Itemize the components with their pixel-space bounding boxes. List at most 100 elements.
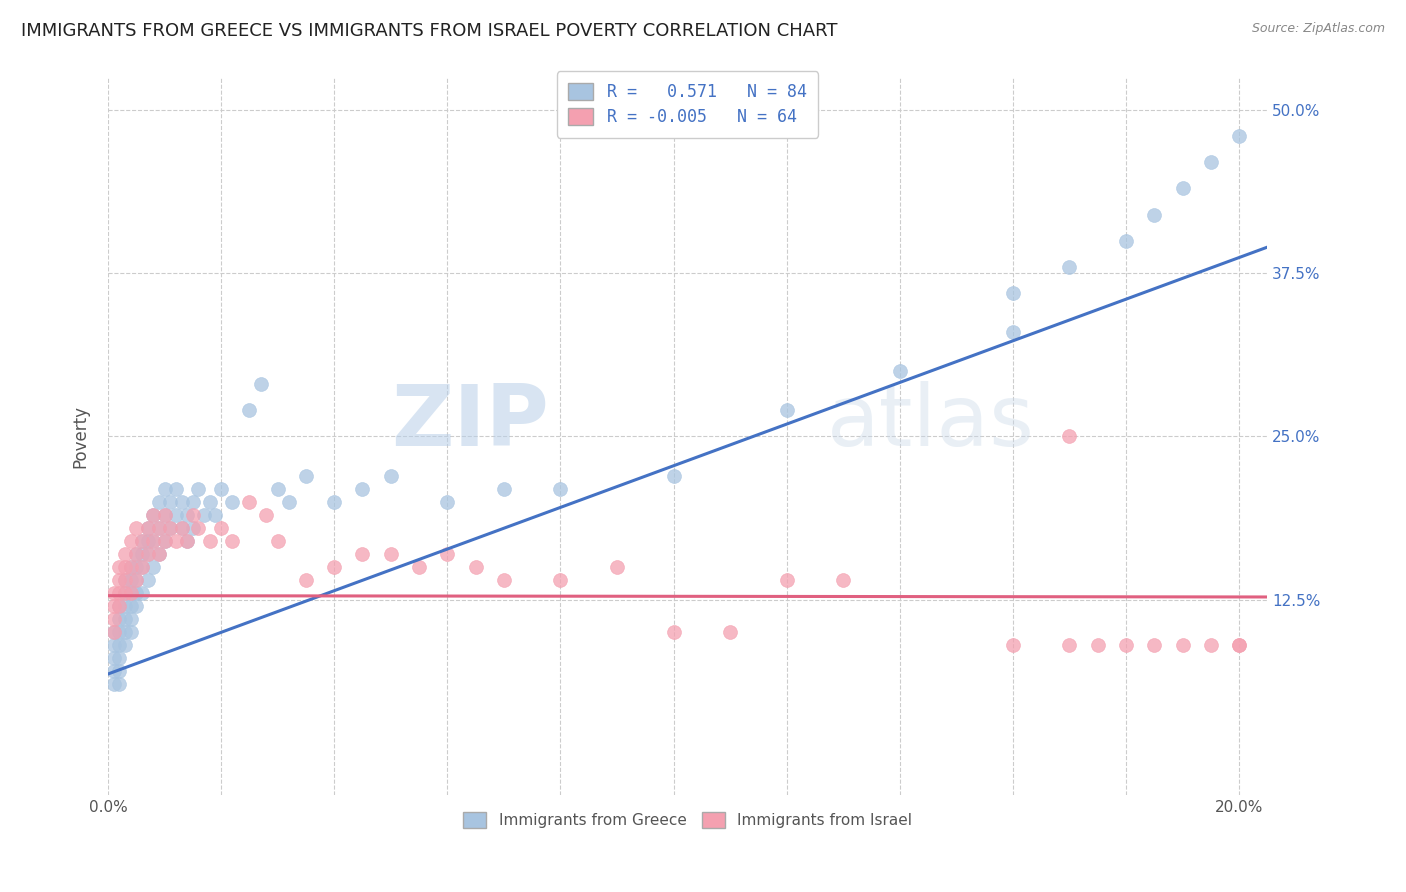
Point (209, 521, 232, 535)
Point (1143, 207, 1166, 221)
Point (238, 494, 260, 508)
Point (295, 573, 318, 587)
Point (120, 560, 142, 574)
Point (1143, 638, 1166, 652)
Point (1171, 181, 1194, 195)
Point (1059, 638, 1081, 652)
Point (1115, 234, 1137, 248)
Text: ZIP: ZIP (391, 381, 548, 464)
Point (1001, 325, 1024, 339)
Point (198, 494, 221, 508)
Point (775, 573, 797, 587)
Point (181, 494, 204, 508)
Point (142, 533, 165, 548)
Point (108, 573, 131, 587)
Point (170, 494, 193, 508)
Point (114, 599, 136, 614)
Point (148, 494, 170, 508)
Point (176, 508, 198, 522)
Point (662, 625, 685, 640)
Point (125, 547, 148, 561)
Point (1199, 155, 1222, 169)
Point (114, 638, 136, 652)
Point (142, 533, 165, 548)
Point (103, 586, 125, 600)
Point (221, 533, 243, 548)
Point (114, 625, 136, 640)
Point (1087, 638, 1109, 652)
Point (153, 508, 176, 522)
Point (187, 482, 209, 496)
Point (193, 508, 215, 522)
Point (108, 612, 131, 626)
Point (238, 403, 260, 417)
Text: atlas: atlas (827, 381, 1035, 464)
Point (120, 533, 142, 548)
Point (136, 547, 159, 561)
Point (266, 482, 288, 496)
Point (278, 494, 301, 508)
Point (662, 468, 685, 483)
Point (114, 586, 136, 600)
Point (176, 533, 198, 548)
Point (103, 677, 125, 691)
Point (125, 560, 148, 574)
Point (170, 521, 193, 535)
Point (153, 533, 176, 548)
Point (103, 638, 125, 652)
Point (1115, 638, 1137, 652)
Point (254, 508, 277, 522)
Point (550, 482, 572, 496)
Point (148, 521, 170, 535)
Point (153, 508, 176, 522)
Point (103, 625, 125, 640)
Point (889, 364, 911, 378)
Point (323, 560, 346, 574)
Point (114, 573, 136, 587)
Point (125, 573, 148, 587)
Point (114, 612, 136, 626)
Text: Source: ZipAtlas.com: Source: ZipAtlas.com (1251, 22, 1385, 36)
Point (120, 586, 142, 600)
Point (114, 560, 136, 574)
Point (159, 521, 181, 535)
Point (775, 403, 797, 417)
Point (204, 508, 226, 522)
Point (108, 560, 131, 574)
Point (136, 521, 159, 535)
Point (198, 533, 221, 548)
Point (136, 573, 159, 587)
Point (120, 586, 142, 600)
Point (323, 494, 346, 508)
Point (125, 521, 148, 535)
Point (142, 560, 165, 574)
Point (181, 521, 204, 535)
Point (832, 573, 855, 587)
Point (131, 560, 153, 574)
Point (266, 533, 288, 548)
Text: IMMIGRANTS FROM GREECE VS IMMIGRANTS FROM ISRAEL POVERTY CORRELATION CHART: IMMIGRANTS FROM GREECE VS IMMIGRANTS FRO… (21, 22, 838, 40)
Point (108, 665, 131, 679)
Point (153, 533, 176, 548)
Point (108, 625, 131, 640)
Point (131, 533, 153, 548)
Point (136, 521, 159, 535)
Point (125, 547, 148, 561)
Point (380, 547, 402, 561)
Point (148, 547, 170, 561)
Point (108, 599, 131, 614)
Point (114, 586, 136, 600)
Point (125, 599, 148, 614)
Point (114, 573, 136, 587)
Point (108, 599, 131, 614)
Point (136, 533, 159, 548)
Point (492, 573, 515, 587)
Point (131, 560, 153, 574)
Point (1001, 285, 1024, 300)
Point (408, 560, 430, 574)
Point (165, 533, 187, 548)
Point (1001, 638, 1024, 652)
Point (492, 482, 515, 496)
Point (176, 533, 198, 548)
Point (1199, 638, 1222, 652)
